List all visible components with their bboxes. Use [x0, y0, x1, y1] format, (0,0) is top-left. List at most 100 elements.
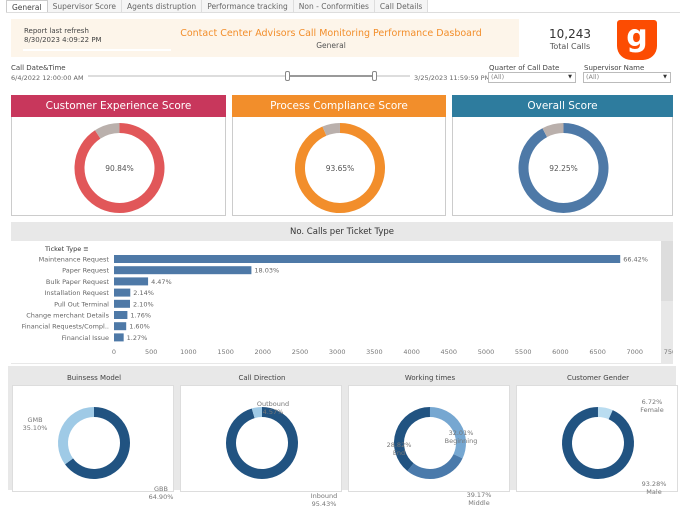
- breakdown-slice-inbound[interactable]: [226, 407, 298, 479]
- chart-title: No. Calls per Ticket Type: [289, 227, 394, 237]
- date-range-slider[interactable]: [88, 71, 410, 81]
- page-subtitle: General: [316, 41, 346, 50]
- breakdown-slice-end[interactable]: [407, 453, 463, 479]
- score-value: 90.84%: [105, 164, 134, 173]
- header-banner: Report last refresh 8/30/2023 4:09:22 PM…: [11, 19, 519, 57]
- slider-handle-start[interactable]: [285, 71, 290, 81]
- tab-non-conformities[interactable]: Non - Conformities: [293, 0, 375, 12]
- breakdown-title: Customer Gender: [566, 374, 630, 382]
- score-donut: [518, 123, 609, 213]
- breakdown-title: Call Direction: [238, 374, 286, 382]
- x-tick-label: 1000: [180, 348, 197, 356]
- breakdown-slice-male[interactable]: [562, 407, 634, 479]
- breakdown-card-3: Working times 32.01% Beginning 28.82% End 39.…: [348, 374, 510, 507]
- score-card-0: Customer Experience Score 90.84%: [11, 95, 226, 216]
- data-label: 1.27%: [127, 334, 148, 342]
- breakdown-slice-female[interactable]: [597, 407, 613, 420]
- breakdown-slice-outbound[interactable]: [251, 407, 263, 419]
- breakdown-donut: [394, 407, 466, 479]
- refresh-label: Report last refresh: [24, 27, 89, 35]
- score-card-title: Process Compliance Score: [232, 95, 446, 117]
- score-slice-remainder[interactable]: [322, 123, 341, 136]
- slice-label: 32.01% Beginning: [444, 429, 478, 445]
- supervisor-select[interactable]: (All) ▼: [583, 72, 671, 83]
- category-label: Installation Request: [45, 289, 110, 297]
- slice-label: 6.72% Female: [640, 398, 664, 414]
- bar-chart: Ticket Type ≡ Maintenance Request 66.42% Pa…: [22, 245, 673, 356]
- x-tick-label: 2500: [292, 348, 309, 356]
- score-card-title: Overall Score: [452, 95, 673, 117]
- x-tick-label: 7000: [627, 348, 644, 356]
- chevron-down-icon: ▼: [663, 74, 667, 80]
- total-calls-value: 10,243: [549, 27, 591, 41]
- bar[interactable]: [114, 255, 621, 263]
- total-calls-label: Total Calls: [549, 42, 591, 51]
- score-card-title: Customer Experience Score: [11, 95, 226, 117]
- score-slice-remainder[interactable]: [542, 123, 564, 138]
- category-label: Financial Requests/Compl..: [22, 323, 109, 331]
- slice-label: 93.28% Male: [641, 480, 667, 496]
- score-value: 93.65%: [325, 164, 355, 173]
- x-tick-label: 6500: [589, 348, 606, 356]
- tab-general[interactable]: General: [6, 0, 48, 12]
- breakdown-card-4: Customer Gender 6.72% Female 93.28% Male: [516, 374, 678, 496]
- breakdown-donut: [58, 407, 130, 479]
- y-axis-title: Ticket Type ≡: [44, 245, 89, 253]
- data-label: 18.03%: [254, 267, 279, 275]
- bar[interactable]: [114, 277, 149, 286]
- data-label: 66.42%: [623, 256, 648, 264]
- bar[interactable]: [114, 288, 131, 297]
- ticket-type-panel: No. Calls per Ticket Type Ticket Type ≡ M…: [11, 222, 673, 364]
- breakdown-slice-middle[interactable]: [394, 407, 431, 471]
- score-donut: [74, 123, 165, 213]
- tab-agents-distruption[interactable]: Agents distruption: [122, 0, 203, 12]
- tab-call-details[interactable]: Call Details: [374, 0, 429, 12]
- slider-handle-end[interactable]: [372, 71, 377, 81]
- bar[interactable]: [114, 322, 127, 331]
- bar[interactable]: [114, 311, 128, 319]
- chevron-down-icon: ▼: [568, 74, 572, 80]
- bar[interactable]: [114, 266, 252, 275]
- score-slice-score[interactable]: [518, 123, 609, 213]
- slice-label: GBB 64.90%: [148, 485, 174, 501]
- category-label: Paper Request: [62, 267, 109, 275]
- tab-supervisor-score[interactable]: Supervisor Score: [47, 0, 123, 12]
- data-label: 2.10%: [133, 300, 154, 308]
- data-label: 4.47%: [151, 278, 172, 286]
- quarter-select[interactable]: (All) ▼: [488, 72, 576, 83]
- category-label: Maintenance Request: [39, 256, 110, 264]
- refresh-time: 8/30/2023 4:09:22 PM: [24, 36, 102, 44]
- slice-label: 39.17% Middle: [466, 491, 492, 507]
- bar[interactable]: [114, 299, 130, 308]
- x-tick-label: 2000: [255, 348, 272, 356]
- supervisor-filter-label: Supervisor Name: [584, 64, 645, 72]
- date-filter-label: Call Date&Time: [11, 64, 66, 72]
- x-tick-label: 7500: [664, 348, 673, 356]
- page-title: Contact Center Advisors Call Monitoring …: [180, 28, 482, 39]
- breakdown-slice-gmb[interactable]: [58, 407, 95, 465]
- breakdown-card-2: Call Direction Outbound 4.57% Inbound 95.43%: [180, 374, 342, 508]
- breakdown-title: Buinsess Model: [66, 374, 122, 382]
- score-card-1: Process Compliance Score 93.65%: [232, 95, 446, 216]
- bar[interactable]: [114, 333, 124, 342]
- score-donut: [295, 123, 385, 213]
- x-tick-label: 3500: [366, 348, 383, 356]
- breakdown-card-1: Buinsess Model GMB 35.10% GBB 64.90%: [12, 374, 174, 501]
- category-label: Pull Out Terminal: [54, 300, 109, 308]
- scrollbar[interactable]: [661, 241, 673, 301]
- x-tick-label: 5500: [515, 348, 532, 356]
- score-slice-score[interactable]: [74, 123, 165, 213]
- breakdown-slice-beginning[interactable]: [429, 407, 466, 459]
- score-slice-score[interactable]: [295, 123, 385, 213]
- tab-performance-tracking[interactable]: Performance tracking: [202, 0, 294, 12]
- slice-label: Inbound 95.43%: [310, 492, 338, 508]
- slice-label: GMB 35.10%: [22, 416, 48, 432]
- date-start: 6/4/2022 12:00:00 AM: [11, 74, 84, 82]
- x-tick-label: 4000: [403, 348, 420, 356]
- x-tick-label: 3000: [329, 348, 346, 356]
- data-label: 1.76%: [130, 312, 151, 320]
- breakdown-title: Working times: [404, 374, 456, 382]
- breakdown-slice-gbb[interactable]: [65, 407, 130, 479]
- brand-logo: g: [617, 20, 657, 60]
- score-slice-remainder[interactable]: [95, 123, 120, 139]
